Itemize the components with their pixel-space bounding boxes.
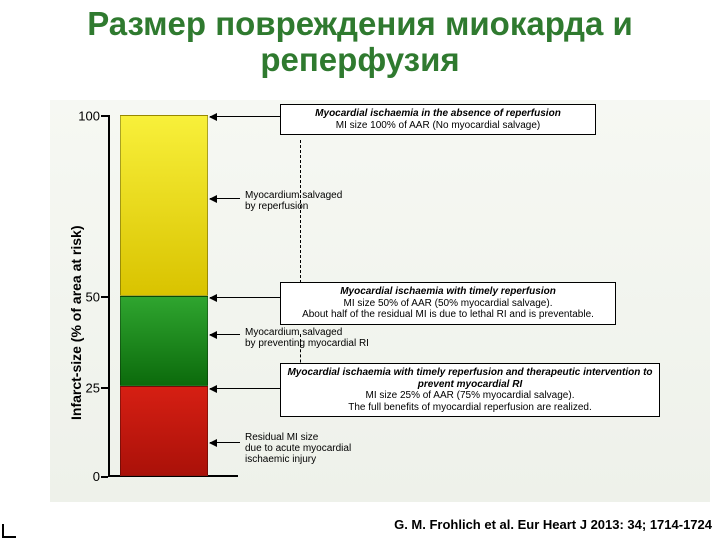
- arrow-seg-green: [210, 334, 240, 335]
- y-tick-100: [101, 115, 108, 117]
- page-title: Размер повреждения миокарда и реперфузия: [30, 6, 690, 77]
- callout-50-line1: MI size 50% of AAR (50% myocardial salva…: [286, 298, 610, 310]
- dash-50: [300, 140, 301, 298]
- y-ticklabel-0: 0: [70, 469, 100, 484]
- callout-25-header: Myocardial ischaemia with timely reperfu…: [286, 367, 654, 390]
- citation: G. M. Frohlich et al. Eur Heart J 2013: …: [394, 517, 712, 532]
- corner-decor: [2, 524, 16, 538]
- callout-25-line2: The full benefits of myocardial reperfus…: [286, 402, 654, 414]
- callout-100-line1: MI size 100% of AAR (No myocardial salva…: [286, 120, 590, 132]
- stacked-bar: [120, 115, 208, 476]
- arrow-seg-yellow: [210, 198, 240, 199]
- bar-segment-green: [120, 296, 208, 386]
- y-tick-0: [101, 476, 108, 478]
- callout-100-header: Myocardial ischaemia in the absence of r…: [286, 108, 590, 120]
- seg-label-red: Residual MI size due to acute myocardial…: [245, 432, 351, 465]
- bar-segment-yellow: [120, 115, 208, 296]
- callout-50: Myocardial ischaemia with timely reperfu…: [280, 282, 616, 325]
- y-tick-25: [101, 387, 108, 389]
- seg-label-green: Myocardium salvaged by preventing myocar…: [245, 327, 369, 349]
- bar-segment-red: [120, 386, 208, 476]
- callout-50-line2: About half of the residual MI is due to …: [286, 309, 610, 321]
- y-ticklabel-50: 50: [70, 290, 100, 305]
- callout-25-line1: MI size 25% of AAR (75% myocardial salva…: [286, 390, 654, 402]
- arrow-seg-red: [210, 442, 240, 443]
- callout-50-header: Myocardial ischaemia with timely reperfu…: [286, 286, 610, 298]
- y-ticklabel-100: 100: [70, 109, 100, 124]
- callout-100: Myocardial ischaemia in the absence of r…: [280, 104, 596, 135]
- callout-25: Myocardial ischaemia with timely reperfu…: [280, 363, 660, 417]
- y-tick-50: [101, 296, 108, 298]
- y-axis-line: [108, 115, 110, 477]
- y-ticklabel-25: 25: [70, 381, 100, 396]
- seg-label-yellow: Myocardium salvaged by reperfusion: [245, 190, 342, 212]
- chart-area: Infarct-size (% of area at risk) 100 50 …: [50, 100, 710, 502]
